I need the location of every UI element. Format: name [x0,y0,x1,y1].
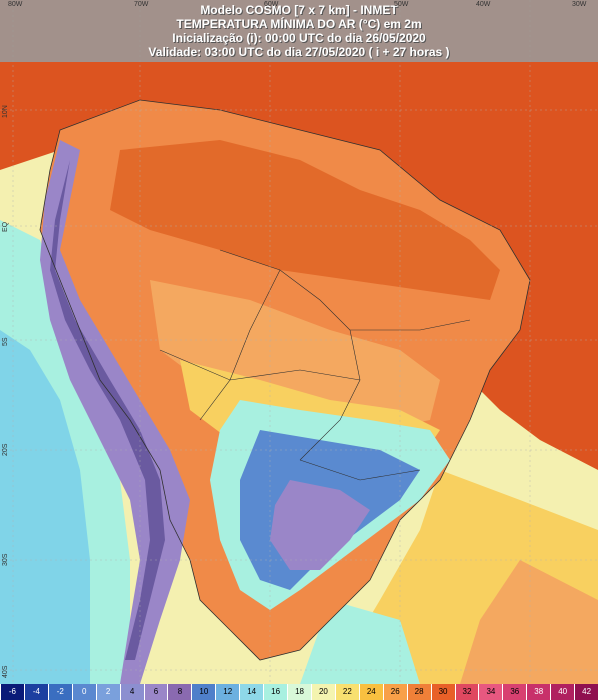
lon-label-40w: 40W [476,1,491,8]
legend-label: 14 [247,687,257,696]
legend-label: 22 [342,687,352,696]
legend-label: 16 [271,687,281,696]
header-band [0,0,598,62]
color-legend: -6 -4 -2 0 2 4 6 8 10 12 14 16 18 20 22 24 26 28 30 32 34 36 3… [0,684,598,700]
legend-cell: 26 [382,684,407,700]
lat-label-eq: EQ [2,221,9,232]
legend-label: 28 [414,687,424,696]
legend-cell: 18 [287,684,311,700]
legend-cell: 28 [406,684,431,700]
legend-cell: 38 [526,684,551,700]
legend-label: 2 [105,687,111,696]
legend-label: 30 [438,687,448,696]
lat-label-20s: 20S [2,443,9,456]
continent-coastline [39,99,531,661]
land-hot-north [110,140,500,300]
lat-label-40s: 40S [2,665,9,678]
legend-label: 34 [486,687,496,696]
legend-label: 12 [223,687,233,696]
header-model: Modelo COSMO [7 x 7 km] - INMET [200,3,398,17]
lon-label-50w: 50W [394,1,409,8]
lon-label-60w: 60W [264,1,279,8]
legend-cell: 36 [502,684,527,700]
legend-cell: 8 [167,684,192,700]
graticule [0,0,598,684]
legend-label: 40 [558,687,568,696]
legend-label: 20 [318,687,328,696]
legend-cell: 30 [430,684,455,700]
lon-label-30w: 30W [572,1,587,8]
legend-cell: -2 [47,684,72,700]
lat-label-10n: 10N [2,105,9,118]
legend-label: 4 [129,687,135,696]
legend-label: 38 [534,687,544,696]
legend-cell: 10 [191,684,216,700]
legend-label: 8 [177,687,183,696]
land-mild-central [150,280,440,430]
andes-peak-ridge [50,160,165,660]
legend-label: -6 [8,687,17,696]
legend-cell: -4 [23,684,48,700]
lon-label-70w: 70W [134,1,149,8]
legend-cell: 42 [574,684,598,700]
legend-label: 18 [295,687,304,696]
legend-cell: -6 [0,684,24,700]
legend-cell: 6 [143,684,168,700]
south-atlantic-cool [300,600,420,684]
legend-cell: 0 [71,684,96,700]
legend-label: 0 [82,687,87,696]
header-init: Inicialização (i): 00:00 UTC do dia 26/0… [172,31,426,45]
legend-label: 26 [390,687,400,696]
legend-cell: 24 [358,684,383,700]
legend-label: 6 [153,687,159,696]
legend-cell: 20 [310,684,335,700]
legend-label: 42 [582,687,592,696]
country-borders [159,249,471,481]
legend-cell: 32 [454,684,479,700]
legend-label: -2 [56,687,64,696]
legend-label: -4 [32,687,40,696]
legend-cell: 14 [239,684,264,700]
legend-label: 10 [199,687,209,696]
legend-cell: 40 [550,684,575,700]
lat-label-30s: 30S [2,553,9,566]
legend-cell: 4 [119,684,144,700]
legend-cell: 22 [334,684,359,700]
legend-label: 32 [462,687,472,696]
pacific-cold-region [0,330,90,684]
lat-label-5s: 5S [2,337,9,346]
legend-cell: 2 [95,684,120,700]
legend-cell: 16 [263,684,288,700]
legend-label: 36 [510,687,520,696]
south-atlantic-mild [460,560,598,684]
legend-label: 24 [366,687,376,696]
header-valid: Validade: 03:00 UTC do dia 27/05/2020 ( … [148,45,450,59]
legend-cell: 12 [215,684,240,700]
legend-cell: 34 [478,684,503,700]
header-variable: TEMPERATURA MÍNIMA DO AR (°C) em 2m [176,17,422,31]
land-purple-south [270,480,370,570]
lon-label-80w: 80W [8,1,23,8]
